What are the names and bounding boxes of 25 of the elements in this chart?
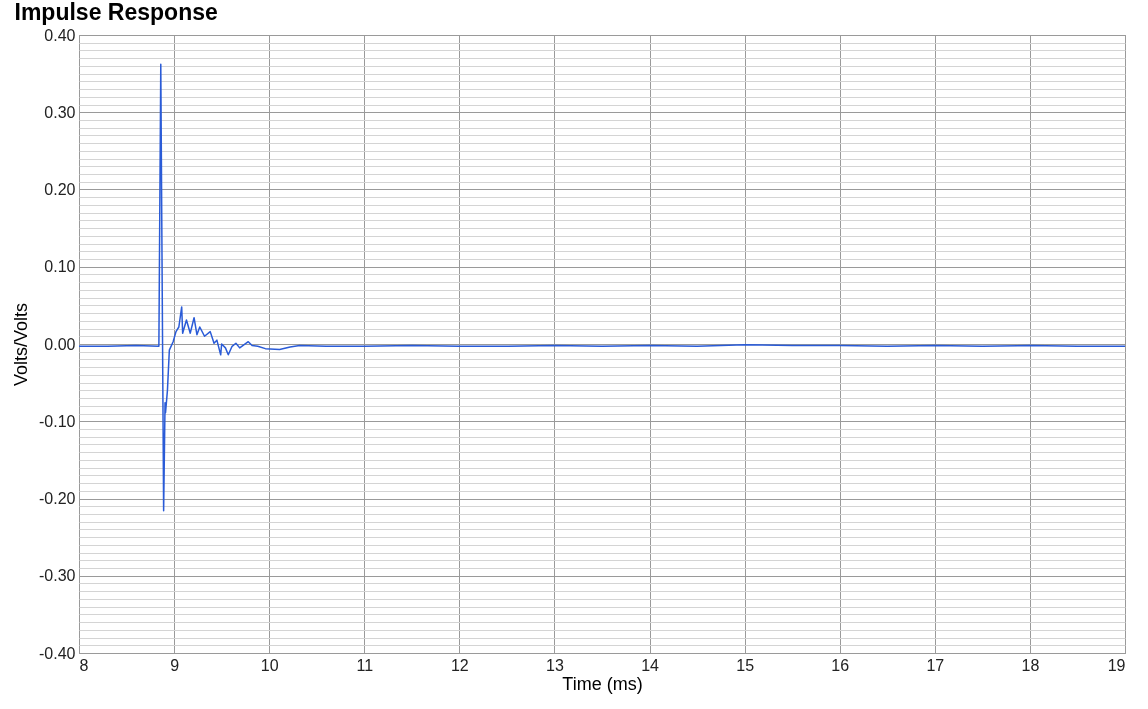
x-tick-label: 13 (546, 656, 564, 674)
y-tick-label: -0.10 (39, 412, 76, 430)
x-tick-label: 11 (356, 656, 374, 674)
y-tick-label: -0.30 (39, 567, 76, 585)
x-tick-label: 9 (170, 656, 180, 674)
y-tick-label: 0.40 (44, 26, 76, 44)
y-tick-label: -0.20 (39, 490, 76, 507)
y-axis-title: Volts/Volts (11, 302, 32, 387)
x-tick-label: 16 (831, 656, 850, 674)
x-tick-label: 10 (260, 656, 279, 674)
y-tick-label: 0.20 (44, 181, 76, 198)
line-series (79, 63, 1125, 512)
y-tick-label: 0.30 (44, 103, 76, 121)
y-tick-label: -0.40 (39, 644, 76, 662)
x-tick-label: 12 (450, 656, 469, 674)
x-tick-label: 17 (926, 656, 945, 674)
x-tick-label: 14 (641, 656, 660, 674)
x-tick-label: 19 (1107, 656, 1126, 674)
x-axis-title: Time (ms) (562, 673, 643, 694)
x-tick-label: 8 (79, 656, 89, 674)
chart-title: Impulse Response (14, 0, 218, 25)
x-tick-label: 15 (736, 656, 755, 674)
y-tick-label: 0.10 (44, 258, 76, 276)
y-tick-label: 0.00 (44, 335, 76, 353)
x-tick-label: 18 (1021, 656, 1040, 674)
